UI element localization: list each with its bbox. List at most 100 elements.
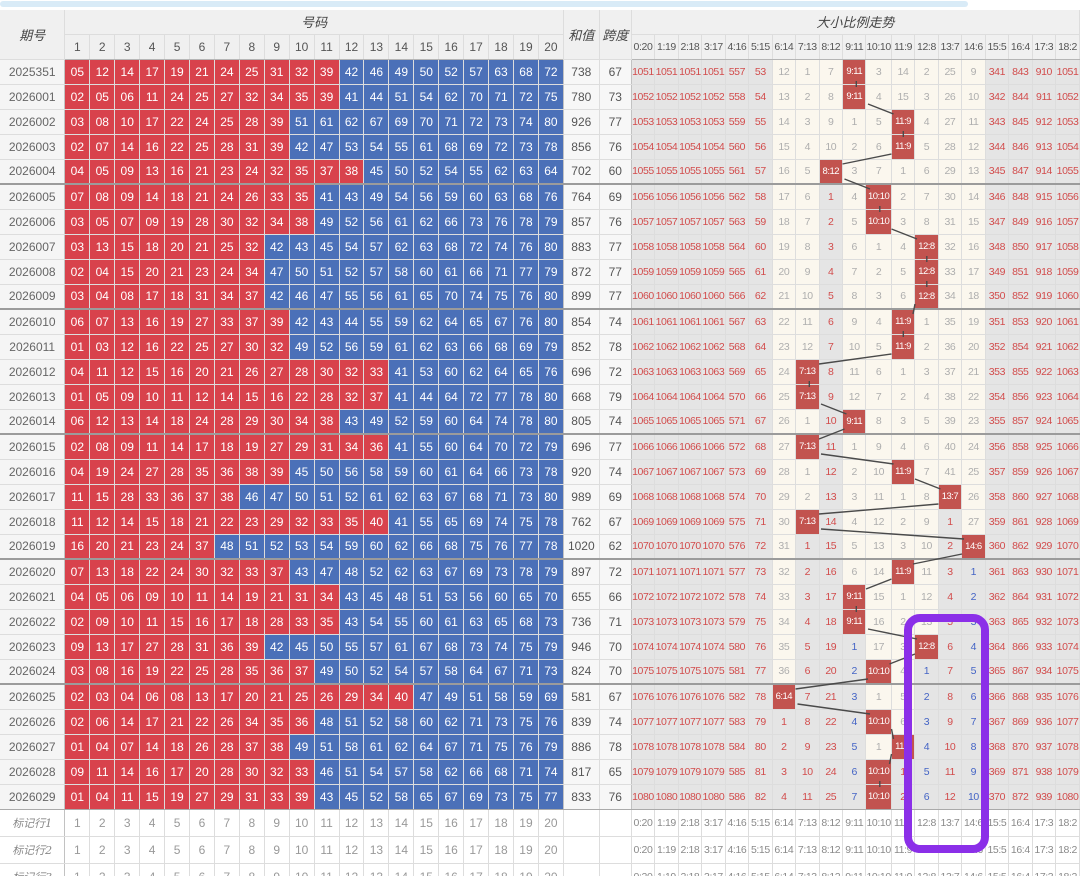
marker-number-cell[interactable]: 10 — [289, 863, 315, 876]
marker-number-cell[interactable]: 16 — [438, 863, 465, 876]
marker-ratio-cell[interactable]: 5:15 — [748, 863, 773, 876]
marker-ratio-cell[interactable]: 6:14 — [772, 809, 797, 837]
marker-ratio-cell[interactable]: 15:5 — [985, 809, 1010, 837]
marker-ratio-cell[interactable]: 1:19 — [654, 836, 679, 864]
marker-ratio-cell[interactable]: 8:12 — [819, 863, 844, 876]
marker-ratio-cell[interactable]: 11:9 — [891, 809, 916, 837]
marker-number-cell[interactable]: 18 — [488, 863, 514, 876]
marker-number-cell[interactable]: 1 — [64, 836, 91, 864]
marker-number-cell[interactable]: 17 — [463, 863, 490, 876]
marker-number-cell[interactable]: 1 — [64, 863, 91, 876]
marker-ratio-cell[interactable]: 16:4 — [1008, 809, 1033, 837]
marker-ratio-cell[interactable]: 14:6 — [961, 836, 986, 864]
marker-number-cell[interactable]: 8 — [239, 809, 265, 837]
marker-number-cell[interactable]: 18 — [488, 809, 514, 837]
marker-ratio-cell[interactable]: 6:14 — [772, 836, 797, 864]
marker-number-cell[interactable]: 5 — [164, 836, 190, 864]
marker-number-cell[interactable]: 4 — [139, 809, 166, 837]
marker-ratio-cell[interactable]: 7:13 — [795, 836, 820, 864]
marker-ratio-cell[interactable]: 18:2 — [1055, 863, 1080, 876]
marker-ratio-cell[interactable]: 14:6 — [961, 863, 986, 876]
marker-number-cell[interactable]: 9 — [264, 809, 290, 837]
marker-number-cell[interactable]: 12 — [339, 863, 365, 876]
marker-ratio-cell[interactable]: 5:15 — [748, 809, 773, 837]
marker-ratio-cell[interactable]: 11:9 — [891, 836, 916, 864]
marker-number-cell[interactable]: 10 — [289, 809, 315, 837]
marker-number-cell[interactable]: 3 — [114, 863, 141, 876]
marker-ratio-cell[interactable]: 12:8 — [914, 863, 939, 876]
marker-ratio-cell[interactable]: 0:20 — [631, 809, 656, 837]
marker-ratio-cell[interactable]: 0:20 — [631, 863, 656, 876]
marker-number-cell[interactable]: 6 — [189, 836, 215, 864]
marker-number-cell[interactable]: 15 — [413, 863, 440, 876]
marker-ratio-cell[interactable]: 15:5 — [985, 863, 1010, 876]
marker-ratio-cell[interactable]: 6:14 — [772, 863, 797, 876]
marker-number-cell[interactable]: 14 — [388, 809, 415, 837]
marker-ratio-cell[interactable]: 3:17 — [701, 863, 726, 876]
marker-ratio-cell[interactable]: 13:7 — [938, 809, 963, 837]
marker-ratio-cell[interactable]: 9:11 — [842, 809, 867, 837]
marker-ratio-cell[interactable]: 13:7 — [938, 836, 963, 864]
marker-number-cell[interactable]: 11 — [314, 863, 340, 876]
marker-ratio-cell[interactable]: 2:18 — [678, 836, 703, 864]
marker-number-cell[interactable]: 17 — [463, 836, 490, 864]
marker-number-cell[interactable]: 3 — [114, 809, 141, 837]
marker-number-cell[interactable]: 4 — [139, 863, 166, 876]
marker-ratio-cell[interactable]: 17:3 — [1032, 836, 1057, 864]
marker-number-cell[interactable]: 14 — [388, 836, 415, 864]
marker-ratio-cell[interactable]: 4:16 — [725, 863, 750, 876]
marker-number-cell[interactable]: 4 — [139, 836, 166, 864]
marker-ratio-cell[interactable]: 14:6 — [961, 809, 986, 837]
marker-number-cell[interactable]: 19 — [513, 863, 539, 876]
marker-number-cell[interactable]: 7 — [214, 863, 240, 876]
marker-ratio-cell[interactable]: 13:7 — [938, 863, 963, 876]
marker-ratio-cell[interactable]: 18:2 — [1055, 836, 1080, 864]
marker-number-cell[interactable]: 20 — [538, 836, 564, 864]
marker-number-cell[interactable]: 6 — [189, 863, 215, 876]
marker-number-cell[interactable]: 2 — [89, 863, 116, 876]
marker-ratio-cell[interactable]: 0:20 — [631, 836, 656, 864]
marker-ratio-cell[interactable]: 3:17 — [701, 809, 726, 837]
marker-ratio-cell[interactable]: 5:15 — [748, 836, 773, 864]
marker-number-cell[interactable]: 20 — [538, 809, 564, 837]
marker-number-cell[interactable]: 12 — [339, 809, 365, 837]
marker-number-cell[interactable]: 2 — [89, 809, 116, 837]
marker-ratio-cell[interactable]: 1:19 — [654, 863, 679, 876]
marker-ratio-cell[interactable]: 10:10 — [865, 836, 892, 864]
marker-number-cell[interactable]: 6 — [189, 809, 215, 837]
marker-ratio-cell[interactable]: 10:10 — [865, 809, 892, 837]
marker-ratio-cell[interactable]: 2:18 — [678, 863, 703, 876]
marker-ratio-cell[interactable]: 4:16 — [725, 836, 750, 864]
marker-number-cell[interactable]: 14 — [388, 863, 415, 876]
marker-ratio-cell[interactable]: 12:8 — [914, 809, 939, 837]
marker-number-cell[interactable]: 17 — [463, 809, 490, 837]
marker-ratio-cell[interactable]: 1:19 — [654, 809, 679, 837]
marker-ratio-cell[interactable]: 8:12 — [819, 836, 844, 864]
marker-number-cell[interactable]: 16 — [438, 809, 465, 837]
marker-number-cell[interactable]: 11 — [314, 809, 340, 837]
marker-number-cell[interactable]: 1 — [64, 809, 91, 837]
marker-number-cell[interactable]: 11 — [314, 836, 340, 864]
marker-ratio-cell[interactable]: 16:4 — [1008, 836, 1033, 864]
marker-number-cell[interactable]: 19 — [513, 809, 539, 837]
marker-number-cell[interactable]: 2 — [89, 836, 116, 864]
marker-number-cell[interactable]: 8 — [239, 863, 265, 876]
marker-ratio-cell[interactable]: 9:11 — [842, 836, 867, 864]
marker-ratio-cell[interactable]: 17:3 — [1032, 809, 1057, 837]
marker-number-cell[interactable]: 9 — [264, 836, 290, 864]
marker-ratio-cell[interactable]: 16:4 — [1008, 863, 1033, 876]
marker-number-cell[interactable]: 5 — [164, 809, 190, 837]
marker-ratio-cell[interactable]: 11:9 — [891, 863, 916, 876]
marker-number-cell[interactable]: 3 — [114, 836, 141, 864]
marker-ratio-cell[interactable]: 7:13 — [795, 809, 820, 837]
marker-number-cell[interactable]: 8 — [239, 836, 265, 864]
marker-number-cell[interactable]: 12 — [339, 836, 365, 864]
marker-ratio-cell[interactable]: 8:12 — [819, 809, 844, 837]
marker-number-cell[interactable]: 13 — [363, 809, 390, 837]
marker-ratio-cell[interactable]: 17:3 — [1032, 863, 1057, 876]
marker-number-cell[interactable]: 15 — [413, 836, 440, 864]
marker-number-cell[interactable]: 7 — [214, 836, 240, 864]
marker-number-cell[interactable]: 15 — [413, 809, 440, 837]
marker-ratio-cell[interactable]: 18:2 — [1055, 809, 1080, 837]
marker-number-cell[interactable]: 16 — [438, 836, 465, 864]
